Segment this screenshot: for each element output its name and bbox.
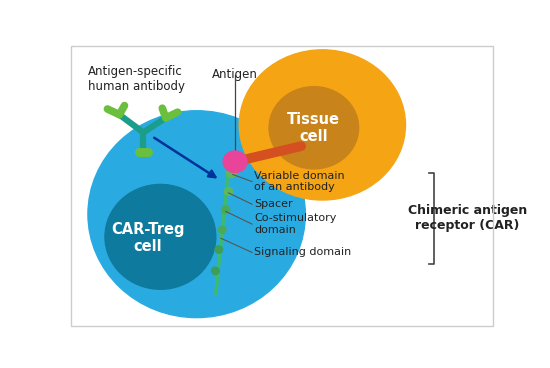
Text: Co-stimulatory
domain: Co-stimulatory domain xyxy=(254,213,337,235)
Ellipse shape xyxy=(223,151,247,173)
Ellipse shape xyxy=(212,267,219,275)
Text: Variable domain
of an antibody: Variable domain of an antibody xyxy=(254,171,345,192)
Text: CAR-Treg
cell: CAR-Treg cell xyxy=(111,222,184,254)
Ellipse shape xyxy=(105,184,216,289)
Ellipse shape xyxy=(239,50,405,200)
Ellipse shape xyxy=(224,188,233,195)
Ellipse shape xyxy=(227,169,236,178)
Ellipse shape xyxy=(221,206,230,214)
Text: Antigen-specific
human antibody: Antigen-specific human antibody xyxy=(88,66,185,93)
Ellipse shape xyxy=(88,111,305,318)
Text: Signaling domain: Signaling domain xyxy=(254,247,351,258)
Text: Spacer: Spacer xyxy=(254,199,293,209)
Text: Chimeric antigen
receptor (CAR): Chimeric antigen receptor (CAR) xyxy=(408,205,527,233)
Ellipse shape xyxy=(215,246,223,253)
Text: Antigen: Antigen xyxy=(212,68,258,81)
Ellipse shape xyxy=(218,226,226,233)
Text: Tissue
cell: Tissue cell xyxy=(287,112,340,144)
Ellipse shape xyxy=(269,87,359,169)
